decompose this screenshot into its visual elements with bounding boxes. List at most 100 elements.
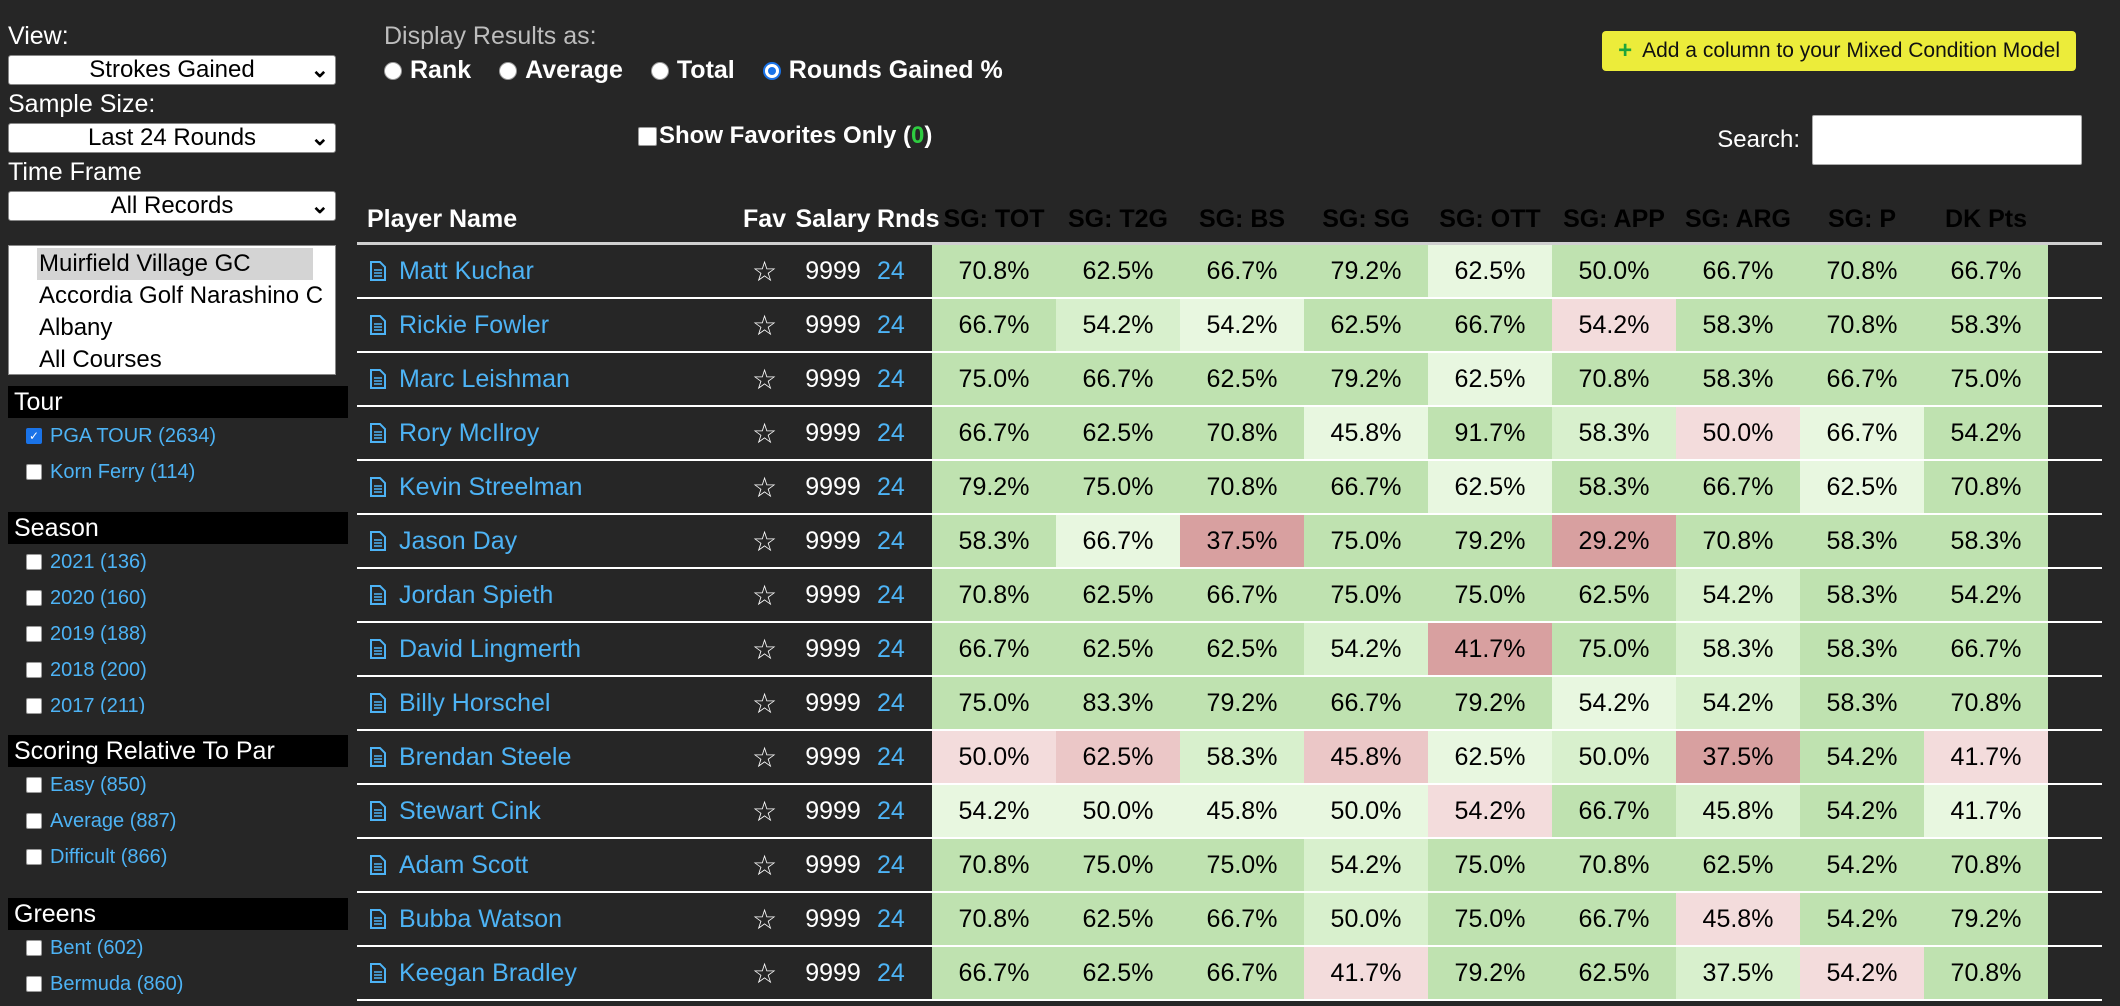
player-name-link[interactable]: Jason Day [399, 526, 518, 555]
sample-size-select[interactable]: Last 24 Rounds ⌄ [8, 123, 336, 153]
filter-option-scoring[interactable]: Difficult (866) [8, 839, 348, 875]
star-icon[interactable]: ☆ [751, 309, 778, 341]
rounds-link[interactable]: 24 [877, 904, 905, 933]
view-select[interactable]: Strokes Gained ⌄ [8, 55, 336, 85]
filter-option-season[interactable]: 2020 (160) [8, 580, 348, 616]
column-header[interactable]: Salary [795, 204, 871, 233]
document-icon[interactable] [367, 639, 389, 659]
search-input[interactable] [1812, 115, 2082, 165]
rounds-link[interactable]: 24 [877, 310, 905, 339]
rounds-link[interactable]: 24 [877, 472, 905, 501]
show-favorites-toggle[interactable]: Show Favorites Only (0) [638, 122, 932, 150]
star-icon[interactable]: ☆ [751, 579, 778, 611]
course-option[interactable]: Accordia Golf Narashino C [39, 282, 324, 309]
season-filter-list[interactable]: 2021 (136) 2020 (160) 2019 (188) 2018 (200)… [8, 544, 348, 714]
star-icon[interactable]: ☆ [751, 795, 778, 827]
column-header[interactable]: SG: ARG [1684, 204, 1792, 233]
star-icon[interactable]: ☆ [751, 903, 778, 935]
course-option[interactable]: All Courses [39, 346, 162, 373]
document-icon[interactable] [367, 531, 389, 551]
filter-option-tour[interactable]: Korn Ferry (114) [8, 454, 348, 490]
star-icon[interactable]: ☆ [751, 957, 778, 989]
column-header[interactable]: DK Pts [1945, 204, 2027, 233]
document-icon[interactable] [367, 423, 389, 443]
rounds-link[interactable]: 24 [877, 418, 905, 447]
document-icon[interactable] [367, 855, 389, 875]
display-mode-radio[interactable]: Rounds Gained % [762, 56, 1003, 85]
filter-checkbox[interactable] [26, 777, 42, 793]
filter-option-greens[interactable]: Bent (602) [8, 930, 348, 966]
column-header[interactable]: SG: BS [1198, 204, 1286, 233]
filter-checkbox[interactable] [26, 590, 42, 606]
column-header[interactable]: SG: SG [1322, 204, 1410, 233]
rounds-link[interactable]: 24 [877, 688, 905, 717]
document-icon[interactable] [367, 369, 389, 389]
filter-checkbox[interactable] [26, 940, 42, 956]
column-header[interactable]: SG: TOT [943, 204, 1045, 233]
column-header[interactable]: SG: T2G [1067, 204, 1168, 233]
rounds-link[interactable]: 24 [877, 796, 905, 825]
filter-option-greens[interactable]: Bermuda (860) [8, 966, 348, 1002]
document-icon[interactable] [367, 315, 389, 335]
rounds-link[interactable]: 24 [877, 742, 905, 771]
document-icon[interactable] [367, 747, 389, 767]
player-name-link[interactable]: Marc Leishman [399, 364, 570, 393]
column-header[interactable]: SG: OTT [1439, 204, 1541, 233]
radio-button[interactable] [650, 61, 669, 80]
rounds-link[interactable]: 24 [877, 526, 905, 555]
column-header[interactable]: Fav [742, 204, 787, 233]
filter-checkbox[interactable] [26, 626, 42, 642]
display-mode-radio[interactable]: Rank [384, 56, 471, 85]
filter-checkbox[interactable] [26, 554, 42, 570]
filter-option-season[interactable]: 2021 (136) [8, 544, 348, 580]
rounds-link[interactable]: 24 [877, 256, 905, 285]
filter-option-season[interactable]: 2018 (200) [8, 652, 348, 688]
player-name-link[interactable]: Adam Scott [399, 850, 529, 879]
filter-option-tour[interactable]: ✓ PGA TOUR (2634) [8, 418, 348, 454]
course-option[interactable]: Muirfield Village GC [37, 248, 313, 280]
filter-checkbox[interactable]: ✓ [26, 428, 42, 444]
document-icon[interactable] [367, 801, 389, 821]
document-icon[interactable] [367, 693, 389, 713]
document-icon[interactable] [367, 963, 389, 983]
star-icon[interactable]: ☆ [751, 741, 778, 773]
filter-checkbox[interactable] [26, 976, 42, 992]
filter-checkbox[interactable] [26, 662, 42, 678]
rounds-link[interactable]: 24 [877, 850, 905, 879]
star-icon[interactable]: ☆ [751, 525, 778, 557]
player-name-link[interactable]: Bubba Watson [399, 904, 563, 933]
star-icon[interactable]: ☆ [751, 687, 778, 719]
star-icon[interactable]: ☆ [751, 363, 778, 395]
radio-button[interactable] [384, 61, 402, 80]
rounds-link[interactable]: 24 [877, 634, 905, 663]
column-header[interactable]: SG: APP [1563, 204, 1665, 233]
player-name-link[interactable]: Billy Horschel [399, 688, 551, 717]
player-name-link[interactable]: Keegan Bradley [399, 958, 577, 987]
course-listbox[interactable]: Muirfield Village GC Accordia Golf Naras… [8, 245, 336, 375]
filter-option-scoring[interactable]: Average (887) [8, 803, 348, 839]
document-icon[interactable] [367, 909, 389, 929]
player-name-link[interactable]: Jordan Spieth [399, 580, 554, 609]
document-icon[interactable] [367, 261, 389, 281]
star-icon[interactable]: ☆ [751, 471, 778, 503]
course-option[interactable]: Albany [39, 314, 113, 341]
rounds-link[interactable]: 24 [877, 958, 905, 987]
column-header[interactable]: Player Name [367, 204, 518, 233]
player-name-link[interactable]: Rickie Fowler [399, 310, 550, 339]
time-frame-select[interactable]: All Records ⌄ [8, 191, 336, 221]
radio-button[interactable] [499, 61, 518, 80]
column-header[interactable]: SG: P [1827, 204, 1897, 233]
document-icon[interactable] [367, 585, 389, 605]
player-name-link[interactable]: Brendan Steele [399, 742, 572, 771]
rounds-link[interactable]: 24 [877, 580, 905, 609]
display-mode-radio[interactable]: Total [650, 56, 735, 85]
favorites-checkbox[interactable] [638, 126, 657, 146]
filter-checkbox[interactable] [26, 698, 42, 714]
filter-checkbox[interactable] [26, 464, 42, 480]
filter-checkbox[interactable] [26, 813, 42, 829]
player-name-link[interactable]: Matt Kuchar [399, 256, 534, 285]
player-name-link[interactable]: Stewart Cink [399, 796, 541, 825]
add-column-button[interactable]: + Add a column to your Mixed Condition M… [1602, 31, 2076, 71]
star-icon[interactable]: ☆ [751, 633, 778, 665]
filter-checkbox[interactable] [26, 849, 42, 865]
